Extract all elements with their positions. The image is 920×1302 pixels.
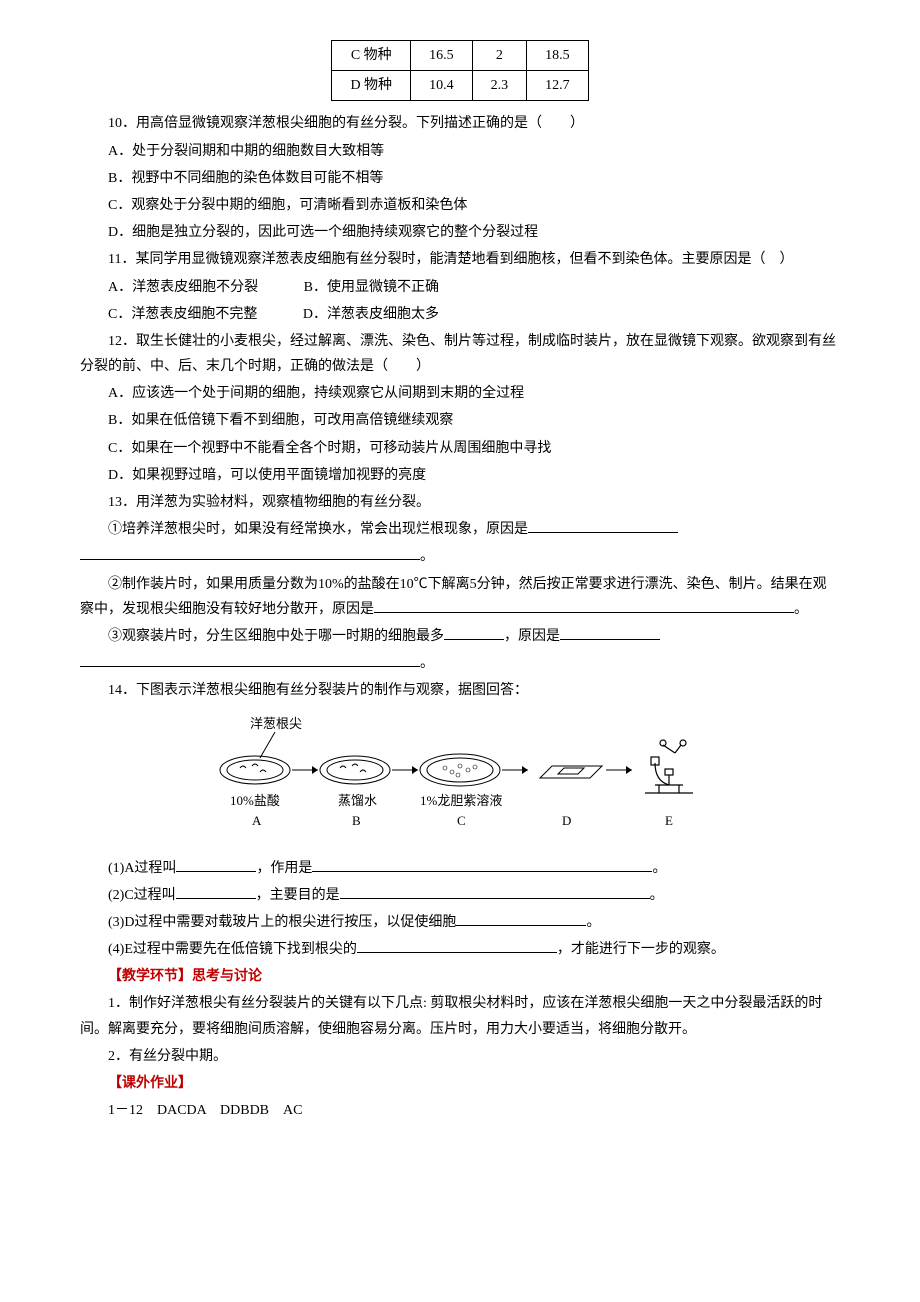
table-row: D 物种 10.4 2.3 12.7	[332, 71, 588, 101]
period: 。	[420, 549, 434, 564]
q10-option-c: C．观察处于分裂中期的细胞，可清晰看到赤道板和染色体	[80, 193, 840, 218]
period: 。	[586, 915, 600, 930]
q13-p1: ①培养洋葱根尖时，如果没有经常换水，常会出现烂根现象，原因是	[80, 517, 840, 542]
blank	[560, 639, 660, 640]
q14-stem: 14．下图表示洋葱根尖细胞有丝分裂装片的制作与观察，据图回答：	[80, 678, 840, 703]
cell: 16.5	[411, 41, 473, 71]
period: 。	[420, 656, 434, 671]
text: ，主要目的是	[256, 888, 340, 903]
blank	[80, 559, 420, 560]
q14-p4: (4)E过程中需要先在低倍镜下找到根尖的 ，才能进行下一步的观察。	[80, 937, 840, 962]
discuss-p2: 2．有丝分裂中期。	[80, 1044, 840, 1069]
text: (4)E过程中需要先在低倍镜下找到根尖的	[108, 942, 357, 957]
period: 。	[794, 602, 808, 617]
q10-option-b: B．视野中不同细胞的染色体数目可能不相等	[80, 166, 840, 191]
text: (1)A过程叫	[108, 861, 176, 876]
text: ，作用是	[256, 861, 312, 876]
discuss-title: 【教学环节】思考与讨论	[80, 964, 840, 989]
homework-answers: 1－12 DACDA DDBDB AC	[80, 1098, 840, 1123]
text: (2)C过程叫	[108, 888, 176, 903]
q14-p2: (2)C过程叫 ，主要目的是 。	[80, 883, 840, 908]
q13-p1-text: ①培养洋葱根尖时，如果没有经常换水，常会出现烂根现象，原因是	[108, 522, 528, 537]
cell: D 物种	[332, 71, 411, 101]
label-d: D	[562, 813, 571, 828]
label-hcl: 10%盐酸	[230, 793, 280, 808]
q13-p3a: ③观察装片时，分生区细胞中处于哪一时期的细胞最多	[108, 629, 444, 644]
blank	[80, 666, 420, 667]
label-a: A	[252, 813, 262, 828]
q13-p3: ③观察装片时，分生区细胞中处于哪一时期的细胞最多 ，原因是	[80, 624, 840, 649]
label-onion-root: 洋葱根尖	[250, 716, 302, 731]
section-heading: 【教学环节】思考与讨论	[108, 969, 262, 984]
blank	[176, 898, 256, 899]
blank	[312, 871, 652, 872]
blank	[176, 871, 256, 872]
cell: 12.7	[527, 71, 589, 101]
q12-option-d: D．如果视野过暗，可以使用平面镜增加视野的亮度	[80, 463, 840, 488]
blank	[456, 925, 586, 926]
label-dye: 1%龙胆紫溶液	[420, 793, 502, 808]
text: (3)D过程中需要对载玻片上的根尖进行按压，以促使细胞	[108, 915, 456, 930]
q13-p3b: ，原因是	[504, 629, 560, 644]
q12-stem: 12．取生长健壮的小麦根尖，经过解离、漂洗、染色、制片等过程，制成临时装片，放在…	[80, 329, 840, 379]
blank	[340, 898, 650, 899]
q11-options-row2: C．洋葱表皮细胞不完整 D．洋葱表皮细胞太多	[80, 302, 840, 327]
q13-p2-text: ②制作装片时，如果用质量分数为10%的盐酸在10℃下解离5分钟，然后按正常要求进…	[80, 577, 827, 617]
cell: 2	[472, 41, 527, 71]
q11-option-d: D．洋葱表皮细胞太多	[303, 307, 439, 322]
period: 。	[652, 861, 666, 876]
homework-title: 【课外作业】	[80, 1071, 840, 1096]
q14-p1: (1)A过程叫 ，作用是 。	[80, 856, 840, 881]
section-heading: 【课外作业】	[108, 1076, 192, 1091]
q13-p3-cont: 。	[80, 651, 840, 676]
q10-option-a: A．处于分裂间期和中期的细胞数目大致相等	[80, 139, 840, 164]
q13-p2: ②制作装片时，如果用质量分数为10%的盐酸在10℃下解离5分钟，然后按正常要求进…	[80, 572, 840, 622]
q13-stem: 13．用洋葱为实验材料，观察植物细胞的有丝分裂。	[80, 490, 840, 515]
period: 。	[650, 888, 664, 903]
blank	[374, 612, 794, 613]
cell: C 物种	[332, 41, 411, 71]
label-e: E	[665, 813, 673, 828]
label-water: 蒸馏水	[338, 793, 377, 808]
cell: 2.3	[472, 71, 527, 101]
q11-option-a: A．洋葱表皮细胞不分裂	[108, 280, 258, 295]
blank	[444, 639, 504, 640]
label-c: C	[457, 813, 466, 828]
q10-option-d: D．细胞是独立分裂的，因此可选一个细胞持续观察它的整个分裂过程	[80, 220, 840, 245]
q11-option-c: C．洋葱表皮细胞不完整	[108, 307, 257, 322]
cell: 10.4	[411, 71, 473, 101]
species-table: C 物种 16.5 2 18.5 D 物种 10.4 2.3 12.7	[331, 40, 588, 101]
discuss-p1: 1．制作好洋葱根尖有丝分裂装片的关键有以下几点: 剪取根尖材料时，应该在洋葱根尖…	[80, 991, 840, 1041]
label-b: B	[352, 813, 361, 828]
q11-option-b: B．使用显微镜不正确	[304, 280, 439, 295]
q12-option-b: B．如果在低倍镜下看不到细胞，可改用高倍镜继续观察	[80, 408, 840, 433]
q14-p3: (3)D过程中需要对载玻片上的根尖进行按压，以促使细胞 。	[80, 910, 840, 935]
text: ，才能进行下一步的观察。	[557, 942, 725, 957]
mitosis-process-diagram: 洋葱根尖 10%盐酸 A 蒸馏水 B 1%龙胆紫溶液 C	[200, 710, 720, 850]
q12-option-c: C．如果在一个视野中不能看全各个时期，可移动装片从周围细胞中寻找	[80, 436, 840, 461]
table-row: C 物种 16.5 2 18.5	[332, 41, 588, 71]
blank	[528, 532, 678, 533]
q13-p1-cont: 。	[80, 544, 840, 569]
cell: 18.5	[527, 41, 589, 71]
q10-stem: 10．用高倍显微镜观察洋葱根尖细胞的有丝分裂。下列描述正确的是（ ）	[80, 111, 840, 136]
q11-stem: 11．某同学用显微镜观察洋葱表皮细胞有丝分裂时，能清楚地看到细胞核，但看不到染色…	[80, 247, 840, 272]
q12-option-a: A．应该选一个处于间期的细胞，持续观察它从间期到末期的全过程	[80, 381, 840, 406]
q11-options-row1: A．洋葱表皮细胞不分裂 B．使用显微镜不正确	[80, 275, 840, 300]
blank	[357, 952, 557, 953]
